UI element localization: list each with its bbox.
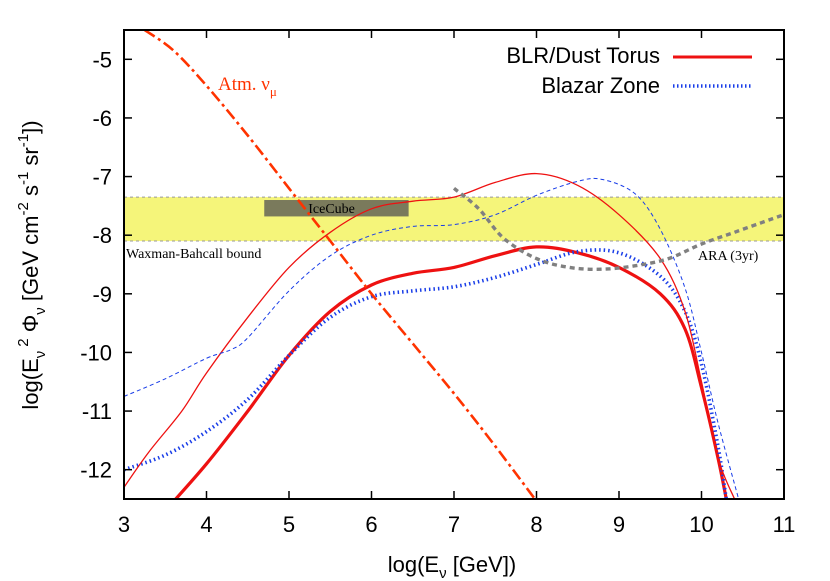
y-axis-label: log(Eν2 Φν [GeV cm-2 s-1 sr-1]): [15, 120, 49, 409]
y-tick-label: -6: [92, 106, 112, 131]
series-line-3: [124, 177, 740, 499]
x-tick-label: 3: [118, 512, 130, 537]
plot-area: [124, 30, 784, 499]
x-axis-label: log(Eν [GeV]): [388, 552, 517, 581]
x-tick-label: 10: [689, 512, 713, 537]
waxman-bahcall-band: [124, 197, 784, 242]
x-tick-label: 9: [613, 512, 625, 537]
x-tick-label: 5: [283, 512, 295, 537]
tick-layer: [123, 30, 785, 499]
waxman-bahcall-label: Waxman-Bahcall bound: [126, 247, 261, 262]
atm-nu-label: Atm. νμ: [218, 74, 277, 99]
legend: BLR/Dust Torus Blazar Zone: [506, 43, 752, 98]
y-tick-labels: -5 -6 -7 -8 -9 -10 -11 -12: [80, 47, 112, 482]
icecube-label: IceCube: [308, 202, 355, 217]
ara-label: ARA (3yr): [698, 249, 759, 264]
y-tick-label: -8: [92, 223, 112, 248]
legend-label-blazar: Blazar Zone: [541, 73, 660, 98]
y-tick-label: -12: [80, 458, 112, 483]
y-tick-label: -11: [82, 399, 112, 424]
series-line-0: [173, 245, 728, 499]
y-tick-label: -9: [92, 282, 112, 307]
series-line-2: [124, 172, 736, 499]
x-tick-label: 11: [773, 512, 796, 537]
y-tick-label: -7: [92, 165, 112, 190]
x-tick-labels: 3 4 5 6 7 8 9 10 11: [118, 512, 796, 537]
y-tick-label: -10: [80, 340, 112, 365]
series-line-5: [452, 186, 784, 271]
x-tick-label: 8: [530, 512, 542, 537]
x-tick-label: 7: [448, 512, 460, 537]
x-tick-label: 4: [200, 512, 212, 537]
y-tick-label: -5: [92, 47, 112, 72]
series-line-4: [143, 30, 536, 499]
legend-label-blr: BLR/Dust Torus: [506, 43, 660, 68]
series-layer: [124, 30, 784, 499]
x-tick-label: 6: [365, 512, 377, 537]
